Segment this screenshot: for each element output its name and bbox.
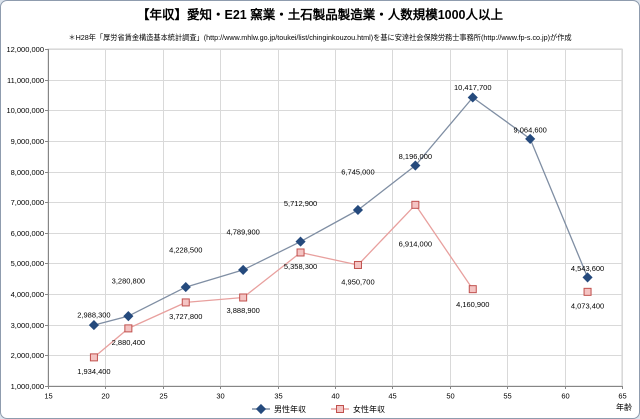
x-tick-label: 30 bbox=[216, 392, 224, 401]
female-series: 1,934,400 2,880,400 3,727,800 3,888,900 5,35… bbox=[77, 200, 604, 376]
x-tick-label: 20 bbox=[101, 392, 109, 401]
legend-label-female: 女性年収 bbox=[353, 404, 385, 414]
y-tick-label: 7,000,000 bbox=[11, 198, 44, 207]
female-point bbox=[296, 248, 305, 257]
male-point bbox=[525, 133, 536, 144]
legend-item-male: 男性年収 bbox=[252, 403, 306, 415]
female-point bbox=[124, 324, 133, 333]
chart-title: 【年収】愛知・E21 窯業・土石製品製造業・人数規模1000人以上 bbox=[136, 8, 504, 22]
male-point bbox=[123, 311, 134, 322]
female-point bbox=[239, 293, 248, 302]
female-data-label: 4,073,400 bbox=[571, 301, 604, 310]
male-data-label: 10,417,700 bbox=[454, 83, 492, 92]
y-tick-label: 4,000,000 bbox=[11, 290, 44, 299]
x-tick-label: 65 bbox=[618, 392, 626, 401]
female-point bbox=[353, 260, 362, 269]
male-data-label: 4,789,900 bbox=[226, 228, 259, 237]
male-data-label: 9,064,600 bbox=[513, 126, 546, 135]
x-tick-label: 15 bbox=[44, 392, 52, 401]
male-data-label: 8,196,000 bbox=[399, 152, 432, 161]
x-tick-label: 25 bbox=[159, 392, 167, 401]
male-point bbox=[467, 92, 478, 103]
y-tick-label: 5,000,000 bbox=[11, 259, 44, 268]
legend-item-female: 女性年収 bbox=[331, 404, 385, 414]
x-tick-label: 60 bbox=[561, 392, 569, 401]
y-tick-label: 11,000,000 bbox=[7, 76, 44, 85]
female-point bbox=[89, 353, 98, 362]
diamond-marker-icon bbox=[255, 403, 267, 415]
male-point bbox=[352, 204, 364, 216]
female-point bbox=[181, 298, 190, 307]
male-data-label: 4,228,500 bbox=[169, 246, 202, 255]
y-tick-label: 8,000,000 bbox=[11, 168, 44, 177]
female-data-label: 4,950,700 bbox=[341, 278, 374, 287]
chart-subtitle: ＊H28年「厚労省賃金構造基本統計調査」(http://www.mhlw.go.… bbox=[68, 33, 572, 42]
y-tick-label: 9,000,000 bbox=[11, 137, 44, 146]
male-point bbox=[88, 320, 99, 331]
x-tick-label: 50 bbox=[446, 392, 454, 401]
male-data-label: 3,280,800 bbox=[112, 277, 145, 286]
male-point bbox=[295, 236, 306, 247]
female-data-label: 6,914,000 bbox=[399, 239, 432, 248]
male-series: 2,988,300 3,280,800 4,228,500 4,789,900 5,71… bbox=[77, 83, 604, 331]
legend-label-male: 男性年収 bbox=[274, 404, 306, 414]
y-tick-label: 12,000,000 bbox=[6, 45, 44, 54]
x-tick-label: 35 bbox=[274, 392, 282, 401]
female-data-label: 3,888,900 bbox=[226, 306, 259, 315]
male-data-label: 4,543,600 bbox=[571, 264, 604, 273]
male-data-label: 2,988,300 bbox=[77, 311, 110, 320]
female-point bbox=[468, 285, 477, 294]
x-tick-label: 45 bbox=[388, 392, 396, 401]
female-data-label: 2,880,400 bbox=[112, 338, 145, 347]
male-point bbox=[238, 264, 249, 275]
female-data-label: 1,934,400 bbox=[77, 367, 110, 376]
male-point bbox=[582, 272, 593, 283]
female-point bbox=[583, 287, 592, 296]
x-axis-title: 年齢 bbox=[616, 402, 632, 412]
male-point bbox=[410, 160, 421, 171]
male-data-label: 6,745,000 bbox=[341, 168, 374, 177]
y-tick-label: 2,000,000 bbox=[11, 351, 44, 360]
female-data-label: 5,358,300 bbox=[284, 262, 317, 271]
y-tick-label: 6,000,000 bbox=[11, 229, 44, 238]
y-tick-label: 10,000,000 bbox=[6, 106, 44, 115]
male-data-label: 5,712,900 bbox=[284, 199, 317, 208]
female-data-label: 4,160,900 bbox=[456, 300, 489, 309]
female-point bbox=[411, 200, 420, 209]
male-point bbox=[180, 282, 191, 293]
male-series-line bbox=[93, 96, 589, 326]
female-data-label: 3,727,800 bbox=[169, 312, 202, 321]
y-tick-label: 1,000,000 bbox=[11, 382, 44, 391]
x-tick-label: 55 bbox=[503, 392, 511, 401]
x-tick-label: 40 bbox=[331, 392, 339, 401]
y-tick-label: 3,000,000 bbox=[11, 321, 44, 330]
female-series-line bbox=[93, 204, 474, 358]
square-marker-icon bbox=[336, 405, 344, 413]
